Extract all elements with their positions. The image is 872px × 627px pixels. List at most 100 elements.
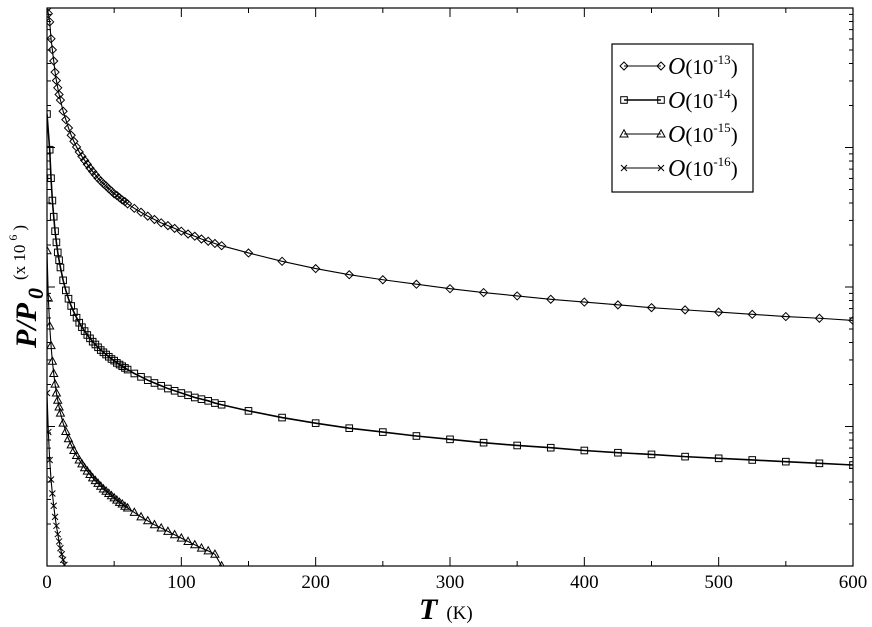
- data-point-square: [91, 340, 100, 349]
- x-tick-label: 600: [839, 572, 868, 593]
- data-point-x: [51, 513, 59, 521]
- legend-label-base: O: [668, 156, 685, 182]
- data-point-diamond: [136, 207, 146, 217]
- data-point-diamond: [344, 270, 354, 280]
- legend-marker-x: [657, 164, 665, 172]
- data-point-diamond: [50, 67, 60, 77]
- data-point-square: [614, 448, 622, 457]
- data-point-diamond: [411, 279, 422, 289]
- series-layer: [47, 8, 853, 566]
- data-point-square: [446, 435, 454, 444]
- y-axis-title-unit-close: ): [10, 225, 29, 231]
- data-point-square: [748, 456, 757, 464]
- data-point-square: [580, 446, 589, 455]
- data-point-diamond: [74, 147, 84, 157]
- data-point-diamond: [203, 236, 213, 246]
- data-point-x: [47, 428, 52, 436]
- data-point-diamond: [82, 159, 93, 169]
- data-point-square: [70, 308, 78, 316]
- data-point-triangle: [52, 395, 63, 404]
- data-point-square: [49, 212, 58, 221]
- legend-label-exponent: -16: [713, 154, 731, 169]
- data-point-square: [96, 346, 105, 354]
- data-point-diamond: [47, 8, 54, 19]
- data-point-square: [546, 443, 555, 452]
- data-point-triangle: [149, 519, 160, 529]
- data-point-square: [107, 355, 116, 363]
- data-point-triangle: [142, 515, 153, 525]
- data-point-diamond: [47, 45, 58, 55]
- data-point-x: [53, 522, 60, 530]
- data-point-square: [56, 263, 65, 272]
- y-axis: [47, 7, 853, 525]
- data-point-square: [51, 227, 59, 235]
- data-point-triangle: [47, 340, 56, 350]
- data-point-diamond: [55, 95, 66, 105]
- data-point-diamond: [117, 195, 127, 205]
- legend-marker-diamond: [656, 61, 666, 71]
- data-point-triangle: [51, 387, 62, 397]
- data-point-square: [78, 323, 86, 331]
- data-point-triangle: [122, 502, 133, 512]
- legend-label-close: ): [731, 55, 738, 79]
- data-point-square: [75, 318, 84, 327]
- data-point-triangle: [60, 426, 71, 436]
- data-point-diamond: [129, 203, 140, 214]
- legend-marker-x: [620, 164, 628, 172]
- data-point-diamond: [680, 305, 690, 315]
- data-point-x: [47, 476, 55, 483]
- legend-label-close: ): [731, 123, 738, 147]
- data-point-diamond: [216, 241, 227, 251]
- data-point-triangle: [156, 522, 167, 532]
- data-point-diamond: [713, 307, 724, 317]
- legend-label-close: ): [731, 89, 738, 113]
- data-point-diamond: [378, 275, 388, 285]
- data-point-x: [47, 389, 51, 397]
- x-axis-title-unit: (K): [446, 603, 472, 624]
- data-point-triangle: [196, 542, 207, 552]
- data-point-diamond: [613, 300, 623, 310]
- y-axis-title-main: P/P: [10, 302, 43, 349]
- x-tick-label: 100: [167, 572, 196, 593]
- data-point-x: [47, 456, 54, 464]
- legend-marker-triangle: [656, 128, 666, 138]
- legend-label-open: (10: [685, 89, 713, 113]
- legend-label-base: O: [668, 54, 685, 80]
- legend-marker-square: [657, 96, 665, 104]
- legend-label-open: (10: [685, 123, 713, 147]
- data-point-diamond: [143, 211, 153, 221]
- data-point-diamond: [109, 189, 119, 199]
- data-point-square: [72, 313, 81, 322]
- data-point-square: [278, 413, 286, 422]
- data-point-diamond: [445, 283, 455, 294]
- x-tick-label: 500: [704, 572, 733, 593]
- legend-label: O(10-15): [668, 120, 738, 148]
- data-point-triangle: [50, 378, 60, 388]
- data-point-diamond: [79, 155, 90, 166]
- series-triangle: [47, 245, 225, 566]
- data-point-square: [102, 350, 110, 359]
- x-axis-title-main: T: [419, 593, 439, 626]
- legend-label-base: O: [668, 122, 685, 148]
- data-point-square: [217, 400, 226, 409]
- data-point-diamond: [61, 114, 71, 125]
- data-point-square: [110, 356, 118, 365]
- legend-label-exponent: -13: [713, 52, 730, 67]
- data-point-square: [123, 365, 132, 374]
- data-point-diamond: [277, 256, 287, 267]
- data-point-square: [513, 441, 521, 450]
- data-point-square: [244, 407, 253, 415]
- series-x: [47, 389, 68, 566]
- data-point-diamond: [47, 33, 56, 44]
- data-point-triangle: [63, 433, 74, 443]
- data-point-square: [88, 337, 97, 346]
- data-point-diamond: [122, 199, 133, 209]
- data-point-x: [58, 550, 66, 558]
- data-point-square: [104, 352, 113, 361]
- x-axis: 0 100 200 300 400 500 600: [42, 8, 867, 593]
- data-point-diamond: [814, 313, 825, 323]
- data-point-diamond: [54, 89, 64, 100]
- data-point-diamond: [579, 297, 590, 307]
- legend-label-open: (10: [685, 157, 713, 181]
- data-point-triangle: [77, 458, 87, 468]
